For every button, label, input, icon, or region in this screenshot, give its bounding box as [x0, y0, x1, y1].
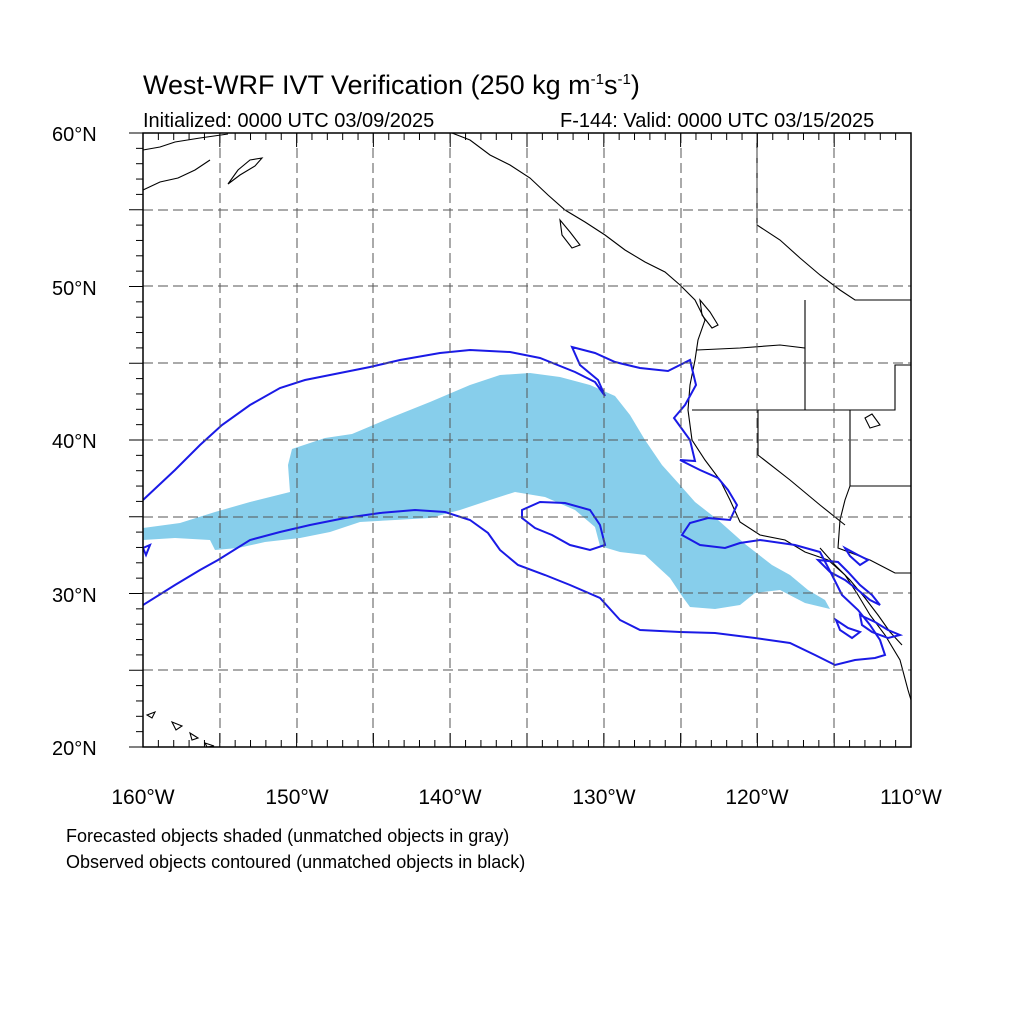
state-border	[756, 133, 911, 301]
coastline	[451, 132, 912, 701]
observed-ivt-contour	[815, 558, 881, 606]
coastline	[142, 133, 229, 151]
island	[227, 157, 264, 185]
lat-label: 20°N	[52, 738, 97, 760]
valid-time-label: F-144: Valid: 0000 UTC 03/15/2025	[560, 110, 875, 132]
state-border	[837, 485, 911, 574]
lon-label: 150°W	[265, 786, 329, 809]
lon-label: 110°W	[880, 786, 942, 809]
observed-ivt-contour	[143, 345, 887, 667]
legend-forecast-note: Forecasted objects shaded (unmatched obj…	[66, 826, 510, 846]
observed-ivt-contour	[858, 613, 904, 640]
hawaii-island	[189, 731, 200, 741]
lon-label: 130°W	[572, 786, 636, 809]
hawaii-island	[145, 710, 157, 719]
graticule	[143, 133, 911, 747]
observed-ivt-contour	[842, 545, 871, 567]
observed-ivt-contour	[833, 617, 863, 640]
observed-ivt-contour	[143, 543, 152, 558]
coastline	[142, 159, 211, 191]
initialized-label: Initialized: 0000 UTC 03/09/2025	[143, 110, 435, 132]
state-border	[692, 364, 911, 411]
forecast-ivt-object	[143, 373, 830, 609]
lat-label: 60°N	[52, 124, 97, 146]
state-border	[696, 300, 806, 351]
island	[699, 298, 719, 329]
lat-label: 30°N	[52, 585, 97, 607]
lat-label: 50°N	[52, 278, 97, 300]
hawaii-island	[170, 720, 184, 731]
state-border	[849, 410, 911, 487]
state-border	[757, 410, 846, 526]
tick-marks	[129, 132, 912, 748]
legend-observed-note: Observed objects contoured (unmatched ob…	[66, 852, 526, 872]
lat-label: 40°N	[52, 431, 97, 453]
baja-coastline	[819, 547, 903, 646]
lon-label: 140°W	[418, 786, 482, 809]
lon-label: 160°W	[111, 786, 175, 809]
observed-contour-group	[143, 345, 904, 667]
map-title: West-WRF IVT Verification (250 kg m-1s-1…	[143, 70, 640, 100]
lake	[864, 413, 881, 429]
island	[559, 218, 581, 249]
observed-ivt-contour	[521, 500, 607, 552]
lon-label: 120°W	[725, 786, 789, 809]
